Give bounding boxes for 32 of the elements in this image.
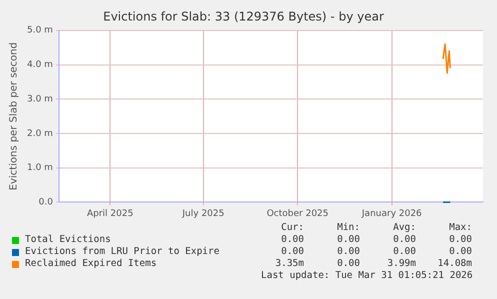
legend-label: Evictions from LRU Prior to Expire [25,246,220,258]
y-tick-label: 0.0 [38,198,54,208]
x-tick-label: October 2025 [266,208,328,219]
y-tick-label: 3.0 m [26,94,53,104]
text: Min: [336,222,360,234]
legend-label: Total Evictions [25,234,111,246]
text: Last update: Tue Mar 31 01:05:21 2026 [260,270,474,282]
text: 0.00 [280,246,304,258]
x-tick-label: January 2026 [360,208,422,219]
text: 0.00 [392,246,416,258]
text: 0.00 [448,246,472,258]
chart-title: Evictions for Slab: 33 (129376 Bytes) - by year [103,9,384,24]
text: Avg: [392,222,416,234]
x-tick-label: April 2025 [86,208,134,219]
y-tick-label: 5.0 m [26,26,53,36]
text: 0.00 [336,234,360,246]
text: 0.00 [336,258,360,270]
legend-label: Reclaimed Expired Items [25,258,157,270]
text: Cur: [280,222,304,234]
text: Max: [448,222,472,234]
text: 0.00 [448,234,472,246]
text: 14.08m [436,258,472,270]
y-tick-label: 4.0 m [26,60,53,70]
x-tick-label: July 2025 [181,208,224,219]
text: 0.00 [280,234,304,246]
text: 3.99m [386,258,416,270]
text: 0.00 [392,234,416,246]
y-axis-title: Evictions per Slab per second [8,42,20,190]
text: 0.00 [336,246,360,258]
y-tick-label: 1.0 m [26,163,53,174]
y-tick-label: 2.0 m [26,128,53,139]
text: 3.35m [274,258,304,270]
